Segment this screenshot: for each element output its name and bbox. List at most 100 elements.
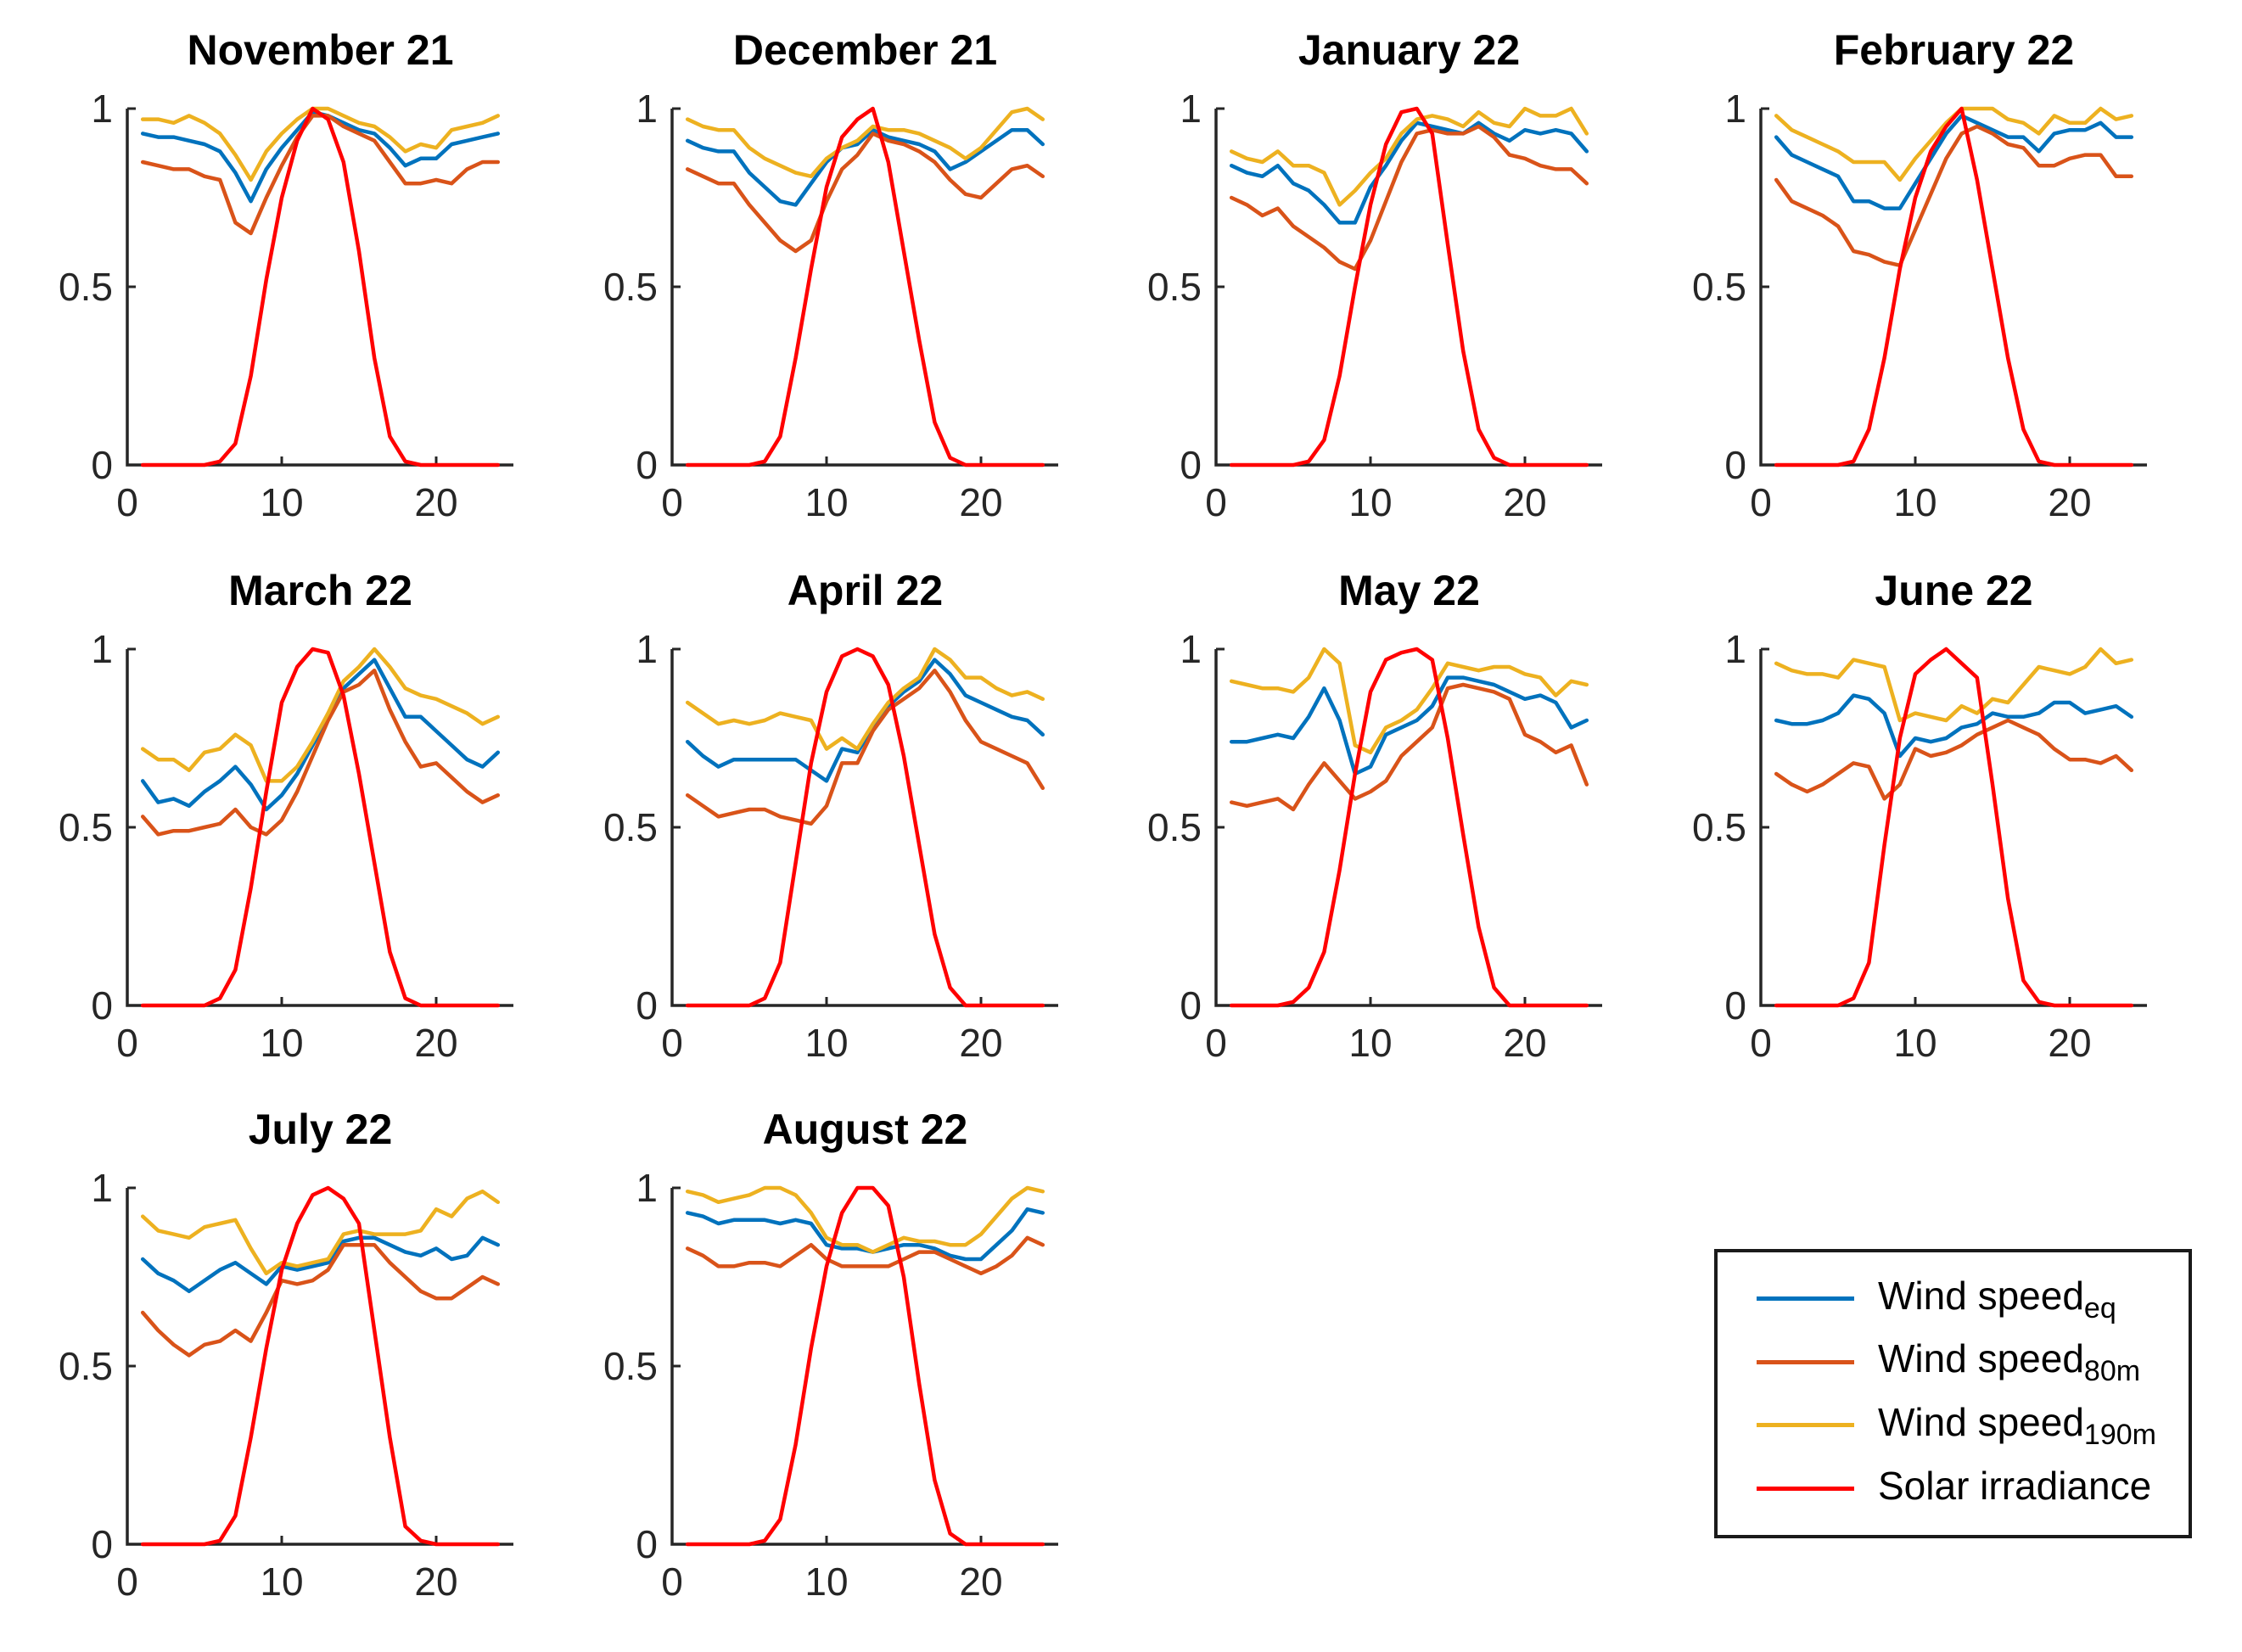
x-tick-label: 20	[959, 1560, 1002, 1604]
y-tick-label: 0.5	[603, 265, 658, 309]
line-wind-190m	[685, 647, 1045, 751]
y-tick-label: 1	[636, 1166, 658, 1210]
subplot-title: December 21	[733, 26, 997, 74]
legend-label-subscript: 80m	[2083, 1355, 2141, 1388]
axes-lines	[1759, 109, 2147, 467]
line-wind-190m	[685, 106, 1045, 179]
subplot-svg: June 22 0 10 20 0 0.5 1	[1692, 567, 2147, 1065]
subplot-title: January 22	[1298, 26, 1520, 74]
legend-label-wind-eq: Wind speedeq	[1878, 1274, 2116, 1322]
x-tick-label: 0	[661, 480, 683, 524]
line-wind-80m	[1229, 682, 1589, 812]
y-tick-label: 0.5	[59, 1344, 113, 1388]
line-solar	[685, 647, 1045, 1008]
x-tick-label: 0	[116, 1560, 138, 1604]
x-tick-label: 20	[959, 480, 1002, 524]
legend-label-wind-190m: Wind speed190m	[1878, 1401, 2156, 1449]
legend-row-solar: Solar irradiance	[1718, 1464, 2189, 1513]
line-solar	[1229, 106, 1589, 468]
y-tick-label: 0	[1724, 983, 1746, 1028]
y-tick-label: 1	[636, 87, 658, 131]
subplot-title: November 21	[187, 26, 453, 74]
legend-row-wind-eq: Wind speedeq	[1718, 1274, 2189, 1323]
subplot-december-21: December 21 0 10 20 0 0.5 1	[583, 26, 1084, 533]
y-tick-label: 0.5	[603, 1344, 658, 1388]
line-solar	[685, 1185, 1045, 1547]
subplot-february-22: February 22 0 10 20 0 0.5 1	[1672, 26, 2172, 533]
line-wind-190m	[1229, 106, 1589, 207]
subplot-svg: April 22 0 10 20 0 0.5 1	[603, 567, 1058, 1065]
legend-label-wind-80m: Wind speed80m	[1878, 1337, 2140, 1386]
line-wind-eq	[140, 109, 501, 204]
line-solar	[1229, 647, 1589, 1008]
x-tick-label: 10	[804, 1560, 848, 1604]
y-tick-label: 0.5	[603, 805, 658, 849]
line-wind-80m	[1774, 124, 2134, 268]
subplot-march-22: March 22 0 10 20 0 0.5 1	[38, 567, 539, 1073]
x-tick-label: 20	[1503, 480, 1546, 524]
subplot-august-22: August 22 0 10 20 0 0.5 1	[583, 1106, 1084, 1612]
axes-lines	[670, 109, 1058, 467]
subplot-svg: July 22 0 10 20 0 0.5 1	[59, 1106, 513, 1604]
y-tick-label: 1	[91, 627, 113, 671]
legend-swatch-solar	[1757, 1487, 1854, 1492]
subplot-may-22: May 22 0 10 20 0 0.5 1	[1127, 567, 1628, 1073]
subplot-title: August 22	[763, 1106, 968, 1153]
x-tick-label: 0	[1205, 480, 1227, 524]
line-wind-eq	[1774, 114, 2134, 210]
line-wind-eq	[140, 1235, 501, 1294]
subplot-title: May 22	[1338, 567, 1480, 614]
legend-swatch-wind-80m	[1757, 1359, 1854, 1364]
x-tick-label: 0	[661, 1560, 683, 1604]
line-wind-80m	[1774, 718, 2134, 801]
x-tick-label: 0	[116, 1021, 138, 1065]
x-tick-label: 20	[414, 1560, 457, 1604]
subplot-june-22: June 22 0 10 20 0 0.5 1	[1672, 567, 2172, 1073]
line-wind-190m	[1229, 647, 1589, 755]
y-tick-label: 0.5	[1147, 805, 1202, 849]
y-tick-label: 0.5	[59, 805, 113, 849]
y-tick-label: 0	[91, 443, 113, 487]
line-wind-80m	[685, 668, 1045, 826]
subplot-april-22: April 22 0 10 20 0 0.5 1	[583, 567, 1084, 1073]
legend-row-wind-190m: Wind speed190m	[1718, 1401, 2189, 1449]
subplot-november-21: November 21 0 10 20 0 0.5 1	[38, 26, 539, 533]
line-wind-80m	[140, 114, 501, 236]
line-wind-80m	[1229, 124, 1589, 272]
subplot-july-22: July 22 0 10 20 0 0.5 1	[38, 1106, 539, 1612]
line-solar	[140, 1185, 501, 1547]
y-tick-label: 0.5	[1147, 265, 1202, 309]
axes-lines	[126, 649, 513, 1007]
x-tick-label: 0	[661, 1021, 683, 1065]
y-tick-label: 1	[91, 87, 113, 131]
legend-label-subscript: 190m	[2083, 1419, 2156, 1452]
x-tick-label: 20	[414, 480, 457, 524]
x-tick-label: 10	[260, 480, 303, 524]
y-tick-label: 0	[91, 983, 113, 1028]
line-solar	[140, 647, 501, 1008]
legend-label-solar: Solar irradiance	[1878, 1464, 2151, 1513]
legend-label-text: Wind speed	[1878, 1336, 2084, 1381]
line-wind-190m	[140, 1189, 501, 1276]
x-tick-label: 10	[804, 480, 848, 524]
x-tick-label: 10	[260, 1560, 303, 1604]
line-wind-eq	[1229, 120, 1589, 225]
y-tick-label: 0	[91, 1522, 113, 1566]
line-wind-190m	[1774, 647, 2134, 723]
legend-swatch-wind-eq	[1757, 1296, 1854, 1301]
x-tick-label: 10	[1348, 1021, 1392, 1065]
y-tick-label: 0.5	[1692, 265, 1746, 309]
y-tick-label: 0.5	[1692, 805, 1746, 849]
y-tick-label: 1	[1180, 627, 1202, 671]
line-wind-190m	[140, 106, 501, 182]
axes-lines	[126, 109, 513, 467]
x-tick-label: 20	[959, 1021, 1002, 1065]
subplot-title: June 22	[1875, 567, 2032, 614]
y-tick-label: 1	[91, 1166, 113, 1210]
y-tick-label: 1	[1724, 87, 1746, 131]
line-wind-80m	[140, 668, 501, 837]
legend-label-text: Wind speed	[1878, 1400, 2084, 1445]
line-solar	[685, 106, 1045, 468]
line-solar	[1774, 106, 2134, 468]
